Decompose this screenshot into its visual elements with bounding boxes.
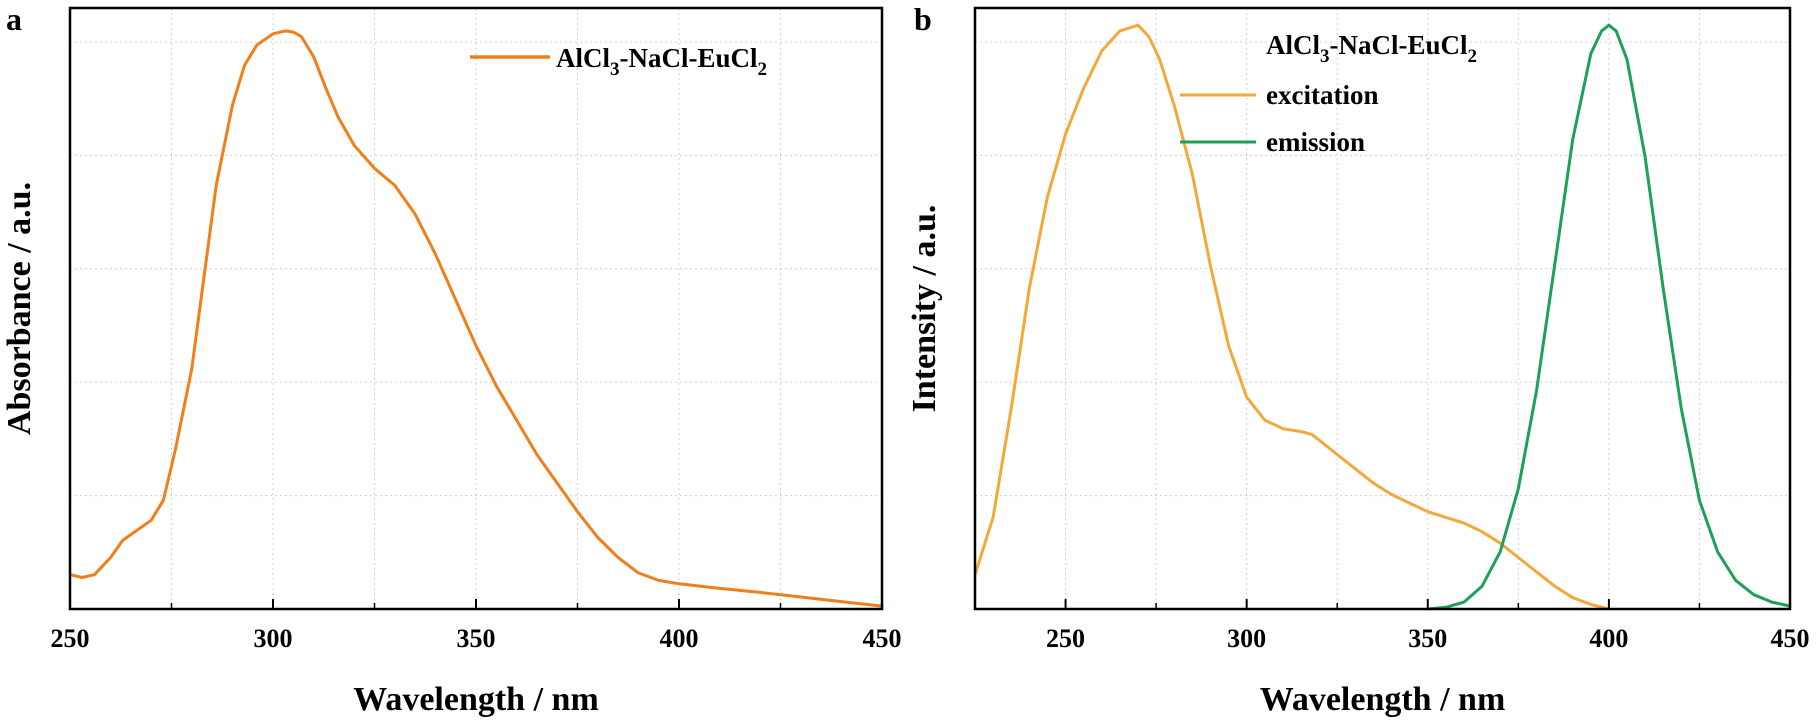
legend-b-sub2: 2 <box>1468 46 1478 67</box>
legend-entry-a: AlCl3-NaCl-EuCl2 <box>556 43 767 80</box>
legend-b-mid: -NaCl-EuCl <box>1330 30 1469 60</box>
legend-a: AlCl3-NaCl-EuCl2 <box>470 43 767 80</box>
absorbance-chart: a 250 300 350 400 450 Wavelength / nm Absorb… <box>1 1 902 718</box>
panel-label-a: a <box>6 1 22 37</box>
x-tick-label: 350 <box>457 624 496 653</box>
photoluminescence-chart: b 250 300 350 400 450 Wavelength / nm Intens… <box>906 1 1810 718</box>
series-line-series-0 <box>68 29 884 608</box>
legend-a-sub2: 2 <box>758 59 768 80</box>
x-axis-title-a: Wavelength / nm <box>353 681 599 718</box>
x-tick-label: 450 <box>863 624 902 653</box>
legend-entry-emission: emission <box>1266 127 1365 157</box>
x-tick-label: 250 <box>51 624 90 653</box>
series-group-a <box>68 29 884 608</box>
x-tick-label: 450 <box>1771 624 1810 653</box>
y-axis-title-b: Intensity / a.u. <box>906 205 943 413</box>
legend-a-sub1: 3 <box>610 59 620 80</box>
series-line-emission <box>1426 23 1792 611</box>
legend-a-mid: -NaCl-EuCl <box>620 43 759 73</box>
legend-b-sub1: 3 <box>1320 46 1330 67</box>
panel-label-b: b <box>914 1 932 37</box>
legend-b-base: AlCl <box>1266 30 1320 60</box>
series-group-b <box>973 23 1792 611</box>
x-axis-title-b: Wavelength / nm <box>1260 681 1506 718</box>
x-tick-label: 400 <box>1589 624 1628 653</box>
x-ticks-b: 250 300 350 400 450 <box>974 599 1810 653</box>
x-ticks-a: 250 300 350 400 450 <box>51 599 902 653</box>
x-tick-label: 350 <box>1408 624 1447 653</box>
x-tick-label: 300 <box>1227 624 1266 653</box>
x-tick-label: 250 <box>1046 624 1085 653</box>
grid-a <box>70 8 882 609</box>
plot-frame-b <box>973 6 1792 611</box>
legend-title-b: AlCl3-NaCl-EuCl2 <box>1266 30 1477 67</box>
x-tick-label: 400 <box>660 624 699 653</box>
series-line-excitation <box>973 23 1611 611</box>
legend-a-base: AlCl <box>556 43 610 73</box>
legend-b: AlCl3-NaCl-EuCl2 excitation emission <box>1180 30 1477 157</box>
y-axis-title-a: Absorbance / a.u. <box>1 182 38 435</box>
legend-entry-excitation: excitation <box>1266 80 1378 110</box>
x-tick-label: 300 <box>254 624 293 653</box>
grid-b <box>975 8 1790 609</box>
